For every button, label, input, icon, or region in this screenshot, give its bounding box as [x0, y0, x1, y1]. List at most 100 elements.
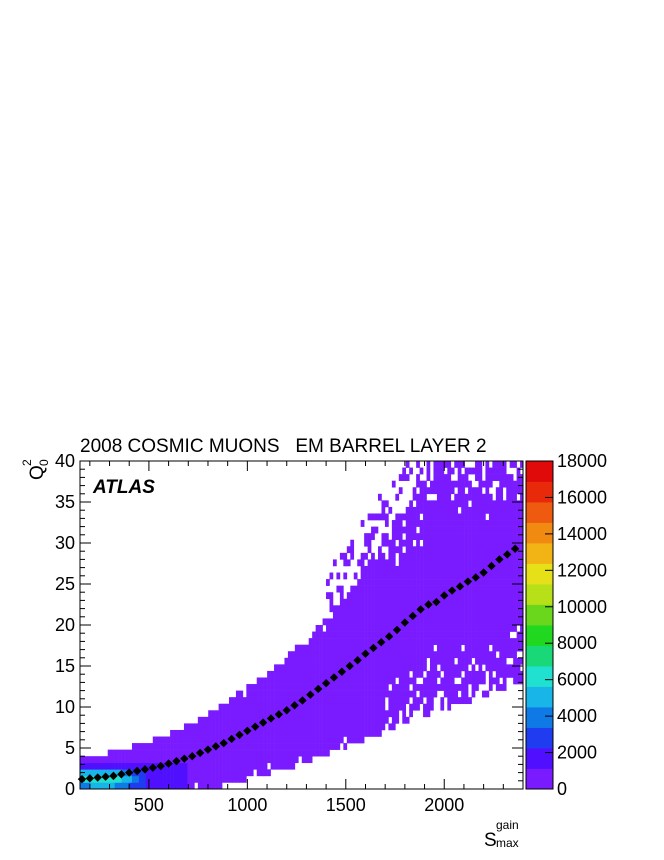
heatmap-cell	[388, 539, 393, 547]
colorbar-band	[526, 666, 553, 687]
heatmap-cell	[277, 736, 282, 744]
heatmap-cell	[419, 546, 424, 554]
heatmap-cell	[395, 638, 400, 645]
heatmap-cell	[312, 677, 316, 685]
heatmap-cell	[118, 762, 122, 770]
heatmap-cell	[471, 487, 476, 495]
heatmap-cell	[391, 598, 396, 606]
heatmap-cell	[294, 729, 299, 737]
heatmap-cell	[353, 631, 358, 639]
heatmap-cell	[177, 729, 181, 737]
colorbar-tick-label: 12000	[557, 560, 607, 580]
heatmap-cell	[468, 467, 472, 475]
heatmap-cell	[502, 461, 507, 468]
heatmap-cell	[412, 670, 417, 678]
heatmap-cell	[194, 743, 199, 750]
heatmap-cell	[398, 631, 403, 639]
heatmap-cell	[398, 664, 403, 672]
heatmap-cell	[395, 592, 400, 600]
heatmap-cell	[481, 506, 486, 514]
heatmap-cell	[260, 710, 264, 718]
heatmap-cell	[488, 474, 493, 481]
heatmap-cell	[197, 769, 202, 777]
heatmap-cell	[450, 572, 455, 580]
heatmap-cell	[464, 480, 469, 488]
heatmap-cell	[502, 526, 507, 534]
heatmap-cell	[461, 677, 465, 685]
heatmap-cell	[398, 513, 403, 521]
heatmap-cell	[405, 565, 410, 573]
heatmap-cell	[436, 585, 441, 593]
heatmap-cell	[114, 782, 119, 790]
heatmap-cell	[416, 579, 420, 586]
heatmap-cell	[429, 572, 434, 580]
heatmap-cell	[371, 723, 375, 731]
heatmap-cell	[481, 598, 486, 606]
heatmap-cell	[256, 677, 261, 685]
profile-point	[503, 550, 512, 559]
heatmap-cell	[492, 565, 497, 573]
heatmap-cell	[381, 592, 386, 600]
heatmap-cell	[256, 684, 261, 691]
heatmap-cell	[367, 684, 372, 691]
heatmap-cell	[357, 625, 361, 632]
colorbar-band	[526, 461, 553, 482]
heatmap-cell	[201, 782, 206, 790]
heatmap-cell	[332, 723, 337, 731]
heatmap-cell	[450, 500, 455, 508]
heatmap-cell	[367, 625, 372, 632]
heatmap-cell	[433, 461, 438, 468]
heatmap-cell	[485, 565, 490, 573]
heatmap-cell	[471, 677, 476, 685]
heatmap-cell	[478, 487, 483, 495]
heatmap-cell	[405, 579, 410, 586]
heatmap-cell	[440, 657, 445, 665]
heatmap-cell	[506, 631, 510, 639]
heatmap-cell	[357, 723, 361, 731]
heatmap-cell	[319, 684, 323, 691]
heatmap-cell	[509, 526, 514, 534]
heatmap-cell	[326, 664, 330, 672]
heatmap-cell	[111, 749, 115, 757]
heatmap-cell	[367, 710, 372, 718]
heatmap-cell	[440, 533, 445, 541]
heatmap-cell	[419, 690, 424, 698]
heatmap-cell	[329, 716, 334, 724]
heatmap-cell	[520, 526, 524, 534]
heatmap-cell	[384, 605, 389, 613]
heatmap-cell	[516, 611, 521, 619]
heatmap-cell	[506, 487, 510, 495]
heatmap-cell	[499, 500, 504, 508]
heatmap-cell	[409, 559, 413, 567]
heatmap-cell	[516, 664, 521, 672]
heatmap-cell	[416, 644, 420, 652]
heatmap-cell	[454, 500, 459, 508]
heatmap-cell	[488, 677, 493, 685]
heatmap-cell	[381, 579, 386, 586]
heatmap-cell	[443, 611, 448, 619]
heatmap-cell	[319, 690, 323, 698]
heatmap-cell	[204, 729, 209, 737]
heatmap-cell	[457, 670, 462, 678]
heatmap-cell	[516, 480, 521, 488]
heatmap-cell	[443, 493, 448, 501]
heatmap-cell	[495, 572, 500, 580]
heatmap-cell	[242, 762, 247, 770]
heatmap-cell	[468, 559, 472, 567]
heatmap-cell	[315, 703, 320, 711]
heatmap-cell	[360, 559, 365, 567]
heatmap-cell	[443, 585, 448, 593]
heatmap-cell	[457, 526, 462, 534]
heatmap-cell	[145, 775, 150, 783]
heatmap-cell	[149, 743, 154, 750]
heatmap-cell	[294, 684, 299, 691]
heatmap-cell	[495, 625, 500, 632]
heatmap-cell	[499, 513, 504, 521]
heatmap-cell	[270, 690, 275, 698]
heatmap-cell	[488, 513, 493, 521]
profile-point	[298, 696, 307, 705]
heatmap-cell	[447, 506, 452, 514]
heatmap-cell	[409, 690, 413, 698]
heatmap-cell	[423, 710, 427, 718]
colorbar-tick-label: 6000	[557, 670, 597, 690]
